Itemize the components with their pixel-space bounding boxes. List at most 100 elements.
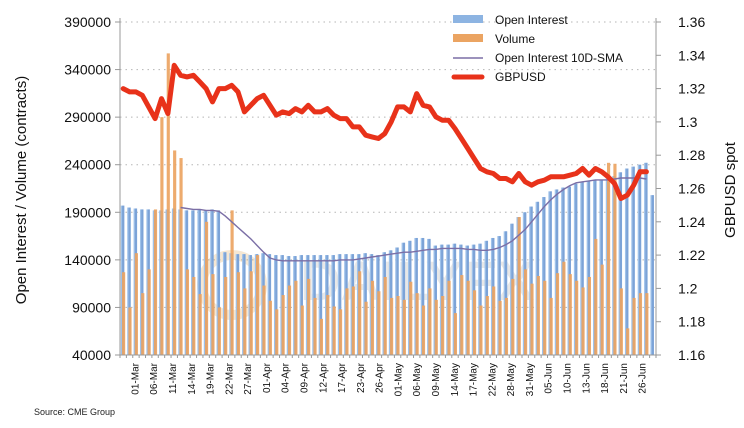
open-interest-bar-core	[402, 242, 406, 355]
volume-bar	[613, 163, 617, 355]
left-axis-title: Open Interest / Volume (contracts)	[13, 76, 30, 304]
volume-bar	[364, 301, 368, 355]
open-interest-bar-core	[626, 168, 629, 355]
x-tick-label: 01-Apr	[262, 362, 273, 393]
open-interest-bar-core	[319, 255, 323, 355]
open-interest-bar-core	[543, 197, 546, 355]
right-tick-label: 1.26	[678, 181, 705, 197]
volume-bar	[294, 280, 298, 355]
right-tick-label: 1.28	[678, 147, 705, 163]
volume-bar	[383, 276, 387, 355]
source-note: Source: CME Group	[34, 407, 115, 417]
x-tick-label: 01-Mar	[130, 362, 141, 394]
volume-bar	[524, 269, 528, 355]
x-tick-label: 14-Mar	[187, 362, 198, 394]
volume-bar	[122, 272, 126, 355]
x-tick-label: 22-Mar	[224, 362, 235, 394]
volume-bar	[434, 299, 438, 355]
volume-bar	[479, 305, 483, 355]
open-interest-bar-core	[421, 237, 425, 355]
x-tick-label: 01-May	[393, 363, 404, 396]
x-tick-label: 28-May	[506, 363, 517, 396]
x-tick-label: 31-May	[525, 363, 536, 396]
x-tick-label: 14-May	[450, 363, 461, 396]
volume-bar	[600, 264, 604, 355]
legend-swatch	[453, 15, 483, 23]
volume-bar	[287, 285, 292, 355]
volume-bar	[447, 280, 451, 355]
volume-bar	[575, 280, 579, 355]
open-interest-bar-core	[530, 206, 533, 355]
volume-bar	[153, 209, 158, 355]
volume-bar	[192, 276, 196, 355]
x-tick-label: 17-Apr	[337, 362, 348, 393]
volume-bar	[645, 293, 649, 355]
x-tick-label: 17-May	[469, 363, 480, 396]
left-tick-label: 140000	[64, 252, 111, 268]
x-tick-label: 21-Jun	[619, 363, 630, 394]
x-tick-label: 05-Jun	[544, 363, 555, 394]
open-interest-sma-line	[180, 177, 647, 262]
volume-bar	[421, 305, 426, 355]
volume-bar	[517, 217, 521, 355]
x-tick-label: 19-Mar	[206, 362, 217, 394]
x-tick-label: 18-Jun	[600, 363, 611, 394]
bars-group	[120, 53, 654, 356]
volume-bar	[492, 286, 496, 355]
open-interest-bar-core	[198, 209, 201, 355]
volume-bar	[632, 297, 636, 355]
volume-bar	[166, 53, 170, 355]
right-axis-ticks: 1.36 1.34 1.32 1.3 1.28 1.26 1.24 1.22 1.2 1.18 1.…	[656, 14, 705, 363]
open-interest-bar-core	[453, 243, 457, 355]
volume-bar	[396, 296, 400, 355]
left-tick-label: 390000	[64, 14, 111, 30]
x-tick-label: 22-May	[487, 363, 498, 396]
volume-bar	[313, 297, 317, 355]
volume-bar	[249, 271, 253, 355]
open-interest-bar-core	[504, 231, 508, 355]
right-tick-label: 1.24	[678, 214, 705, 230]
x-tick-label: 13-Jun	[581, 363, 592, 394]
volume-bar	[141, 293, 145, 355]
x-tick-label: 11-Mar	[168, 362, 179, 394]
axes	[119, 18, 657, 358]
open-interest-bar-core	[575, 183, 578, 355]
right-tick-label: 1.34	[678, 47, 705, 63]
volume-bar	[262, 285, 266, 355]
x-tick-label: 23-Apr	[356, 362, 367, 393]
volume-bar	[185, 269, 190, 355]
volume-bar	[485, 296, 489, 355]
left-tick-label: 290000	[64, 109, 111, 125]
volume-bar	[300, 305, 304, 355]
volume-bar	[338, 309, 343, 355]
volume-bar	[555, 273, 560, 355]
open-interest-bar-core	[128, 207, 131, 355]
volume-bar	[351, 286, 355, 355]
volume-bar	[211, 274, 215, 355]
volume-bar	[204, 221, 209, 355]
right-tick-label: 1.3	[678, 114, 698, 130]
x-tick-label: 09-Apr	[299, 362, 310, 393]
volume-bar	[332, 306, 336, 355]
volume-bar	[390, 297, 394, 355]
volume-bar	[230, 210, 234, 355]
volume-bar	[358, 271, 362, 355]
volume-bar	[326, 295, 330, 355]
volume-bar	[134, 253, 138, 355]
volume-bar	[460, 275, 464, 355]
open-interest-bar-core	[581, 181, 584, 355]
volume-bar	[236, 272, 241, 355]
legend: Open Interest Volume Open Interest 10D-SMA…	[451, 13, 623, 84]
open-interest-bar-core	[498, 236, 501, 355]
open-interest-bar-core	[217, 210, 221, 355]
legend-label: Volume	[495, 32, 535, 46]
legend-swatch	[453, 34, 483, 42]
legend-label: Open Interest 10D-SMA	[495, 51, 623, 65]
volume-bar	[402, 299, 406, 355]
open-interest-bar-core	[275, 255, 278, 355]
open-interest-bar-core	[141, 209, 144, 355]
gridlines	[120, 21, 656, 308]
open-interest-bar-core	[332, 255, 335, 355]
volume-bar	[415, 293, 419, 355]
